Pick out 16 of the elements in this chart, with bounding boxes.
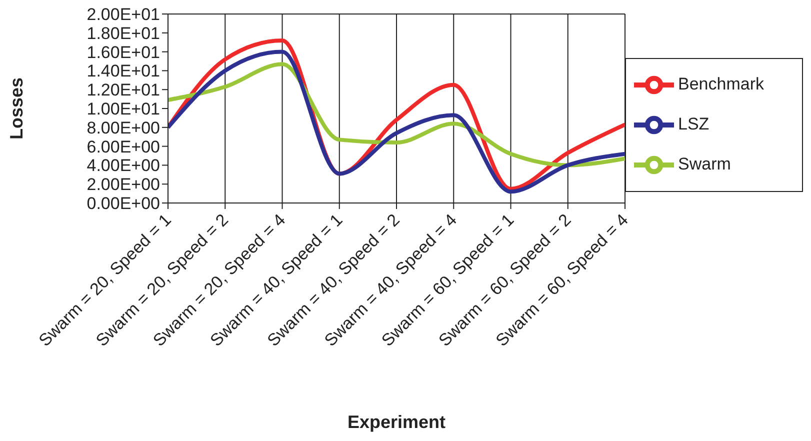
y-tick-label: 2.00E+00 [86, 175, 160, 194]
legend-label: Benchmark [678, 74, 764, 94]
y-tick-label: 1.20E+01 [86, 80, 160, 100]
y-tick-label: 1.60E+01 [86, 42, 160, 62]
y-tick-label: 6.00E+00 [86, 137, 160, 156]
y-tick-label: 4.00E+00 [86, 156, 160, 176]
legend-label: LSZ [678, 114, 710, 134]
legend-label: Swarm [678, 154, 731, 174]
x-axis-title: Experiment [347, 412, 446, 432]
y-tick-label: 1.00E+01 [86, 100, 160, 119]
y-tick-label: 8.00E+00 [86, 118, 160, 138]
y-tick-label: 1.40E+01 [86, 62, 160, 81]
y-axis-title: Losses [6, 77, 26, 140]
y-tick-label: 2.00E+01 [86, 5, 160, 24]
y-tick-label: 0.00E+00 [86, 194, 160, 214]
y-tick-label: 1.80E+01 [86, 24, 160, 43]
